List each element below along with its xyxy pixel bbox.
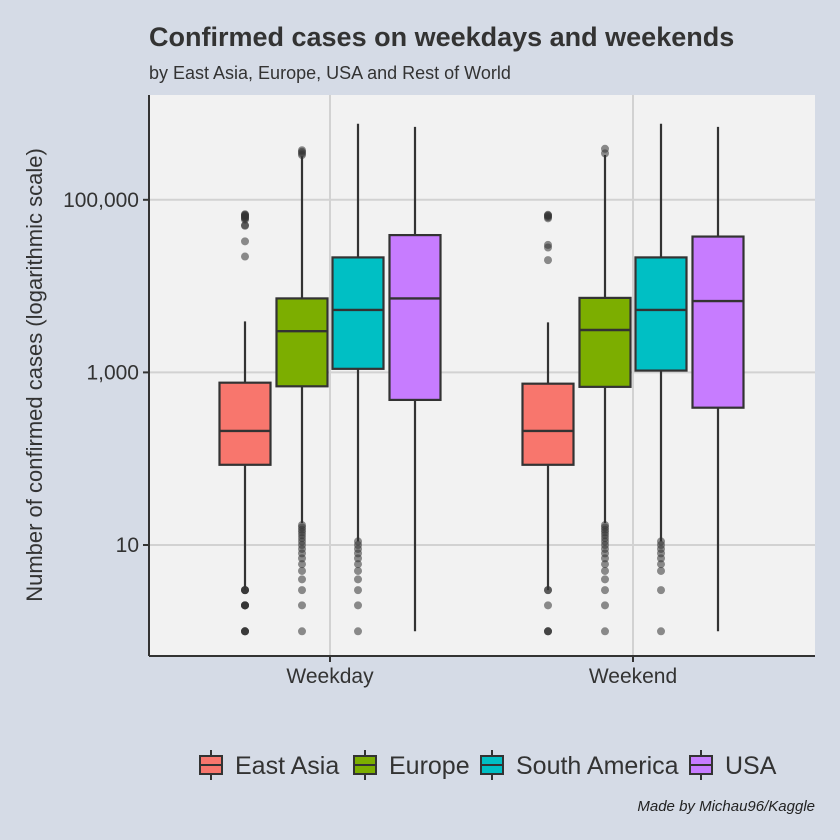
outlier-point	[298, 627, 306, 636]
outlier-point	[298, 554, 306, 563]
outlier-point	[657, 560, 665, 569]
x-tick-label: Weekend	[589, 665, 677, 688]
boxplot-usa-weekday	[388, 126, 442, 632]
outlier-point	[354, 566, 362, 575]
legend-item-usa: USA	[689, 750, 777, 780]
outlier-point	[657, 566, 665, 575]
box	[331, 256, 385, 370]
legend-item-europe: Europe	[353, 750, 470, 780]
outlier-point	[298, 601, 306, 610]
outlier-point	[241, 586, 249, 595]
box	[521, 382, 575, 466]
outlier-point	[354, 586, 362, 595]
outlier-point	[544, 627, 552, 636]
outlier-point	[298, 575, 306, 584]
outlier-point	[544, 210, 552, 219]
outlier-point	[354, 627, 362, 636]
outlier-point	[241, 210, 249, 219]
outlier-point	[544, 256, 552, 265]
outlier-point	[544, 586, 552, 595]
y-axis-title: Number of confirmed cases (logarithmic s…	[22, 148, 47, 602]
outlier-point	[601, 554, 609, 563]
outlier-point	[298, 560, 306, 569]
legend-item-south-america: South America	[480, 750, 679, 780]
box	[388, 233, 442, 402]
outlier-point	[241, 221, 249, 230]
chart-subtitle: by East Asia, Europe, USA and Rest of Wo…	[149, 63, 511, 83]
boxplot-south-america-weekend	[634, 123, 688, 636]
outlier-point	[241, 237, 249, 246]
chart-title: Confirmed cases on weekdays and weekends	[149, 22, 734, 52]
legend-label: Europe	[389, 752, 470, 780]
boxplot-south-america-weekday	[331, 123, 385, 636]
boxplot-east-asia-weekday	[218, 210, 272, 636]
y-tick-label: 1,000	[86, 361, 139, 384]
boxplot-east-asia-weekend	[521, 210, 575, 636]
box	[275, 297, 329, 388]
outlier-point	[657, 586, 665, 595]
boxplot-europe-weekday	[275, 146, 329, 636]
outlier-point	[354, 560, 362, 569]
y-tick-label: 10	[116, 534, 139, 557]
outlier-point	[354, 575, 362, 584]
outlier-point	[298, 566, 306, 575]
legend-label: East Asia	[235, 752, 339, 780]
outlier-point	[241, 601, 249, 610]
legend-item-east-asia: East Asia	[199, 750, 339, 780]
outlier-point	[601, 586, 609, 595]
outlier-point	[601, 601, 609, 610]
outlier-point	[601, 627, 609, 636]
box	[578, 296, 632, 388]
outlier-point	[241, 627, 249, 636]
y-tick-label: 100,000	[63, 189, 139, 212]
outlier-point	[544, 601, 552, 610]
legend: East Asia Europe South America USA	[199, 750, 777, 780]
boxplot-usa-weekend	[691, 126, 745, 632]
outlier-point	[657, 627, 665, 636]
outlier-point	[241, 252, 249, 261]
outlier-point	[298, 586, 306, 595]
outlier-point	[601, 144, 609, 153]
outlier-point	[657, 554, 665, 563]
box	[691, 235, 745, 409]
outlier-point	[354, 601, 362, 610]
legend-label: USA	[725, 752, 777, 780]
outlier-point	[601, 566, 609, 575]
boxplot-europe-weekend	[578, 144, 632, 636]
chart-caption: Made by Michau96/Kaggle	[637, 798, 815, 815]
x-tick-label: Weekday	[286, 665, 374, 688]
outlier-point	[298, 146, 306, 155]
legend-label: South America	[516, 752, 679, 780]
box	[218, 381, 272, 466]
outlier-point	[601, 560, 609, 569]
box	[634, 256, 688, 372]
outlier-point	[544, 240, 552, 249]
outlier-point	[601, 575, 609, 584]
outlier-point	[354, 554, 362, 563]
plot-area: 10 1,000 100,000 Weekday Weekend	[63, 95, 815, 688]
